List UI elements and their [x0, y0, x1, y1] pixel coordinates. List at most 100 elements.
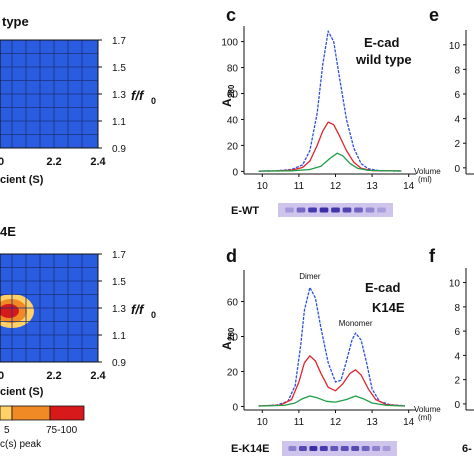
y-tick-label: 1.5 [112, 277, 126, 288]
panel-d-gel-label: E-K14E [231, 443, 270, 455]
panel-b-y-ticks: 1.7 1.5 1.3 1.1 0.9 [98, 250, 126, 369]
panel-b-ylabel: f/f 0 [131, 302, 156, 320]
gel-band [298, 446, 307, 451]
x-tick-label: 12 [330, 417, 342, 428]
heatmap-peak-core [0, 304, 19, 318]
x-tick-label: 14 [403, 181, 415, 192]
panel-e: e 0 2 4 6 8 10 [429, 5, 474, 175]
y-tick-label: 100 [221, 38, 238, 49]
y-tick-label: 60 [227, 298, 239, 309]
panel-b-peak [0, 294, 34, 328]
panel-b-ylabel-sub: 0 [151, 310, 156, 320]
panel-c-gel [278, 203, 393, 217]
legend-swatch [11, 405, 51, 421]
panel-b: 4E 1.7 1.5 1.3 1.1 0.9 f/f 0 0 2.2 2.4 cient… [0, 224, 156, 450]
y-tick-label: 8 [454, 303, 460, 314]
panel-c-xlabel: Volume [414, 167, 441, 176]
x-tick-label: 2.2 [46, 156, 61, 168]
x-tick-label: 2.2 [46, 370, 61, 382]
panel-b-legend: 5 75-100 c(s) peak [0, 405, 85, 450]
panel-a-grid [0, 39, 99, 149]
y-tick-label: 10 [449, 41, 461, 52]
x-tick-label: 13 [367, 181, 379, 192]
series-line-2 [258, 355, 406, 407]
panel-c-label: c [226, 5, 236, 25]
y-tick-label: 10 [449, 279, 461, 290]
peak-label: Monomer [339, 319, 373, 328]
gel-band [319, 207, 329, 213]
panel-a-title: type [2, 14, 29, 29]
gel-band [285, 207, 294, 213]
peak-label: Dimer [299, 272, 321, 281]
panel-f-gel-label: 6- [462, 443, 472, 455]
series-line-1 [258, 30, 402, 172]
panel-a-ylabel-f: f/f [131, 88, 145, 103]
panel-d-plot: 0 20 40 60 10 11 12 13 14 Dimer Monomer [227, 270, 416, 428]
panel-c-xlabel: (ml) [418, 175, 432, 184]
y-tick-label: 0.9 [112, 144, 126, 155]
panel-d-ylabel: A 280 [220, 327, 236, 350]
y-tick-label: 6 [454, 90, 460, 101]
y-tick-label: 1.1 [112, 117, 126, 128]
y-tick-label: 40 [227, 333, 239, 344]
panel-d-xlabel: Volume [414, 405, 441, 414]
panel-d-xlabel: (ml) [418, 413, 432, 422]
y-tick-label: 4 [454, 115, 460, 126]
y-tick-label: 6 [454, 327, 460, 338]
gel-band [377, 207, 386, 213]
panel-e-axis: 0 2 4 6 8 10 [449, 30, 474, 175]
y-tick-label: 0 [232, 403, 238, 414]
x-tick-label: 11 [294, 417, 305, 428]
panel-a-xlabel: cient (S) [0, 174, 44, 186]
panel-f-label: f [429, 246, 436, 266]
panel-a-ylabel-sub: 0 [151, 96, 156, 106]
panel-b-grid [0, 253, 99, 363]
panel-a-ylabel: f/f 0 [131, 88, 156, 106]
gel-band [361, 446, 370, 451]
legend-label: 75-100 [46, 425, 78, 436]
panel-d-annotation: K14E [372, 300, 405, 315]
panel-e-label: e [429, 5, 439, 25]
x-tick-label: 0 [0, 370, 4, 382]
panel-c-annotation: wild type [355, 52, 412, 67]
panel-c: c 0 20 40 60 80 100 10 11 12 13 14 E-cad wild type… [220, 5, 441, 217]
series-line-1 [258, 286, 406, 407]
x-tick-label: 12 [330, 181, 342, 192]
y-tick-label: 20 [227, 368, 239, 379]
gel-band [365, 207, 375, 213]
panel-c-annotation: E-cad [364, 35, 399, 50]
legend-caption: c(s) peak [0, 439, 42, 450]
panel-d-gel [282, 441, 397, 456]
panel-c-plot: 0 20 40 60 80 100 10 11 12 13 14 [221, 26, 416, 192]
panel-a: type 1.7 1.5 1.3 1.1 0.9 f/f 0 0 2.2 2.4 cie… [0, 14, 156, 186]
y-tick-label: 0 [454, 400, 460, 411]
panel-d: d 0 20 40 60 10 11 12 13 14 Dimer Monomer E-cad K1… [220, 246, 441, 456]
svg-text:280: 280 [227, 327, 236, 341]
gel-band [354, 207, 363, 213]
gel-band [308, 207, 317, 213]
x-tick-label: 0 [0, 156, 4, 168]
x-tick-label: 13 [367, 417, 379, 428]
y-tick-label: 8 [454, 65, 460, 76]
gel-band [330, 446, 339, 451]
legend-label: 5 [4, 425, 10, 436]
y-tick-label: 1.7 [112, 36, 126, 47]
y-tick-label: 1.7 [112, 250, 126, 261]
y-tick-label: 1.3 [112, 304, 126, 315]
panel-c-gel-label: E-WT [231, 205, 259, 217]
y-tick-label: 80 [227, 64, 239, 75]
panel-b-xlabel: cient (S) [0, 386, 44, 398]
y-tick-label: 40 [227, 115, 239, 126]
y-tick-label: 0.9 [112, 358, 126, 369]
legend-swatch [49, 405, 85, 421]
panel-c-ylabel: A 280 [220, 84, 236, 107]
y-tick-label: 2 [454, 376, 460, 387]
panel-b-title: 4E [0, 224, 16, 239]
x-tick-label: 10 [257, 181, 269, 192]
gel-band [351, 446, 360, 451]
gel-band [288, 446, 297, 451]
x-tick-label: 10 [257, 417, 269, 428]
y-tick-label: 60 [227, 90, 239, 101]
gel-band [309, 446, 318, 451]
